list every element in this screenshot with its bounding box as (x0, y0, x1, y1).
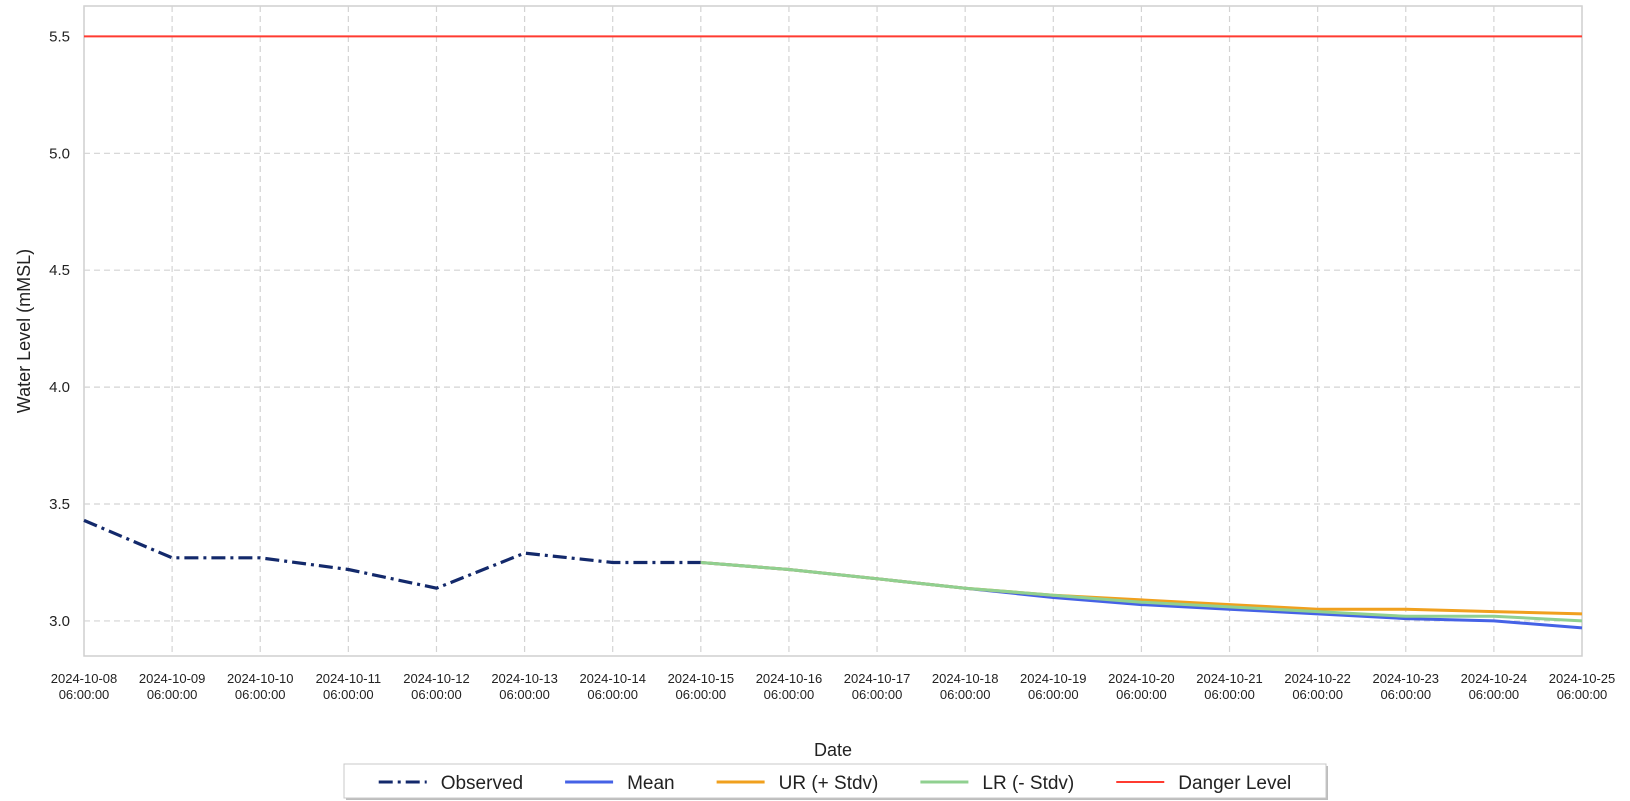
x-axis-label: Date (814, 740, 852, 760)
x-tick-label-time: 06:00:00 (1557, 687, 1608, 702)
x-tick-label-time: 06:00:00 (676, 687, 727, 702)
x-tick-label-date: 2024-10-23 (1373, 671, 1440, 686)
y-tick-label: 5.0 (49, 145, 70, 162)
x-tick-label-date: 2024-10-13 (491, 671, 558, 686)
x-tick-label-date: 2024-10-22 (1284, 671, 1351, 686)
legend-label-lr-stdv: LR (- Stdv) (982, 773, 1074, 794)
x-tick-label-date: 2024-10-16 (756, 671, 823, 686)
x-tick-label-time: 06:00:00 (1204, 687, 1255, 702)
x-tick-label-time: 06:00:00 (764, 687, 815, 702)
x-tick-label-time: 06:00:00 (411, 687, 462, 702)
series-line-lr-stdv (700, 561, 1583, 623)
legend-label-danger-level: Danger Level (1178, 773, 1291, 794)
series-line-observed (83, 518, 701, 590)
x-tick-label-date: 2024-10-12 (403, 671, 470, 686)
x-tick-label-time: 06:00:00 (587, 687, 638, 702)
x-tick-label-date: 2024-10-17 (844, 671, 911, 686)
y-tick-label: 4.0 (49, 379, 70, 396)
plot-frame (83, 5, 1583, 657)
x-tick-label-date: 2024-10-14 (579, 671, 646, 686)
grid-lines (83, 6, 1583, 656)
y-tick-label: 4.5 (49, 262, 70, 279)
x-tick-label-time: 06:00:00 (59, 687, 110, 702)
x-tick-label-time: 06:00:00 (235, 687, 286, 702)
y-tick-label: 3.5 (49, 496, 70, 513)
x-tick-label-time: 06:00:00 (852, 687, 903, 702)
x-tick-label-time: 06:00:00 (940, 687, 991, 702)
series-group (83, 35, 1583, 630)
legend-label-observed: Observed (441, 773, 523, 794)
x-tick-label-date: 2024-10-11 (316, 671, 382, 686)
x-tick-label-time: 06:00:00 (323, 687, 374, 702)
x-tick-label-date: 2024-10-15 (668, 671, 735, 686)
x-tick-label-date: 2024-10-18 (932, 671, 999, 686)
legend-label-ur-stdv: UR (+ Stdv) (779, 773, 879, 794)
y-axis-label: Water Level (mMSL) (14, 249, 34, 413)
x-tick-label-date: 2024-10-10 (227, 671, 294, 686)
x-tick-label-time: 06:00:00 (1469, 687, 1520, 702)
x-tick-label-time: 06:00:00 (1028, 687, 1079, 702)
x-tick-label-date: 2024-10-20 (1108, 671, 1175, 686)
x-tick-label-time: 06:00:00 (499, 687, 550, 702)
y-axis-ticks: 3.0 3.5 4.0 4.5 5.0 5.5 (49, 28, 70, 630)
x-tick-label-date: 2024-10-24 (1461, 671, 1528, 686)
x-tick-label-date: 2024-10-19 (1020, 671, 1087, 686)
legend: Observed Mean UR (+ Stdv) LR (- Stdv) Danger… (343, 763, 1328, 800)
y-tick-label: 3.0 (49, 613, 70, 630)
x-tick-label-time: 06:00:00 (1292, 687, 1343, 702)
x-axis-ticks: 2024-10-0806:00:002024-10-0906:00:002024… (51, 671, 1616, 702)
legend-label-mean: Mean (627, 773, 675, 794)
x-tick-label-time: 06:00:00 (147, 687, 198, 702)
x-tick-label-time: 06:00:00 (1116, 687, 1167, 702)
x-tick-label-date: 2024-10-21 (1196, 671, 1263, 686)
x-tick-label-time: 06:00:00 (1380, 687, 1431, 702)
x-tick-label-date: 2024-10-25 (1549, 671, 1616, 686)
x-tick-label-date: 2024-10-09 (139, 671, 206, 686)
y-tick-label: 5.5 (49, 28, 70, 45)
legend-frame (343, 763, 1327, 799)
x-tick-label-date: 2024-10-08 (51, 671, 118, 686)
